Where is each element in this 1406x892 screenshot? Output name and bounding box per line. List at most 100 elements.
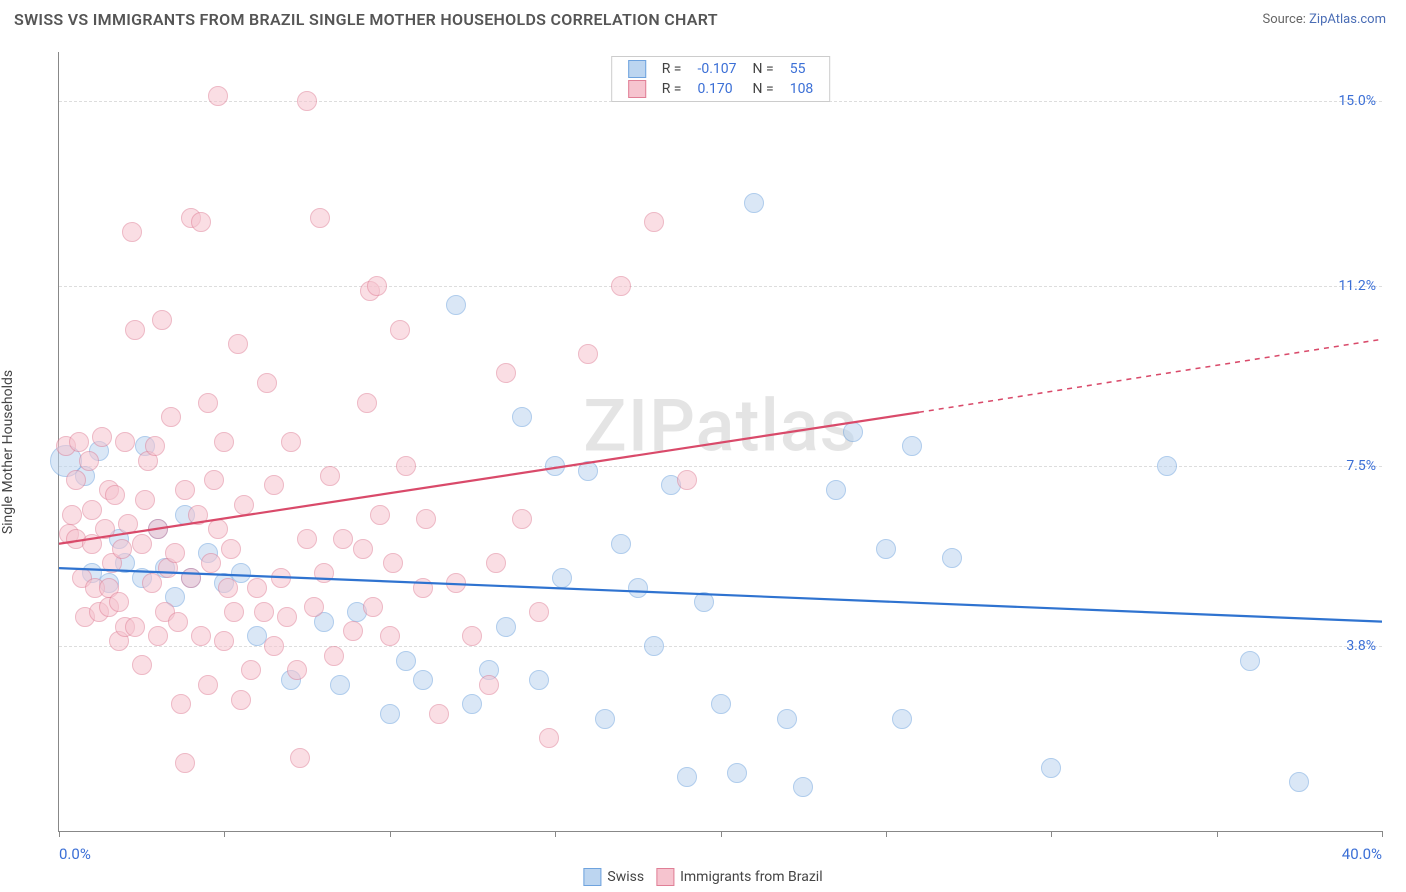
data-point: [218, 578, 238, 598]
data-point: [181, 568, 201, 588]
data-point: [727, 763, 747, 783]
data-point: [611, 534, 631, 554]
x-tick: [886, 831, 887, 837]
data-point: [204, 470, 224, 490]
x-axis-max-label: 40.0%: [1342, 845, 1382, 863]
data-point: [112, 539, 132, 559]
data-point: [92, 427, 112, 447]
x-tick: [1382, 831, 1383, 837]
x-tick: [1217, 831, 1218, 837]
data-point: [304, 597, 324, 617]
data-point: [271, 568, 291, 588]
data-point: [677, 767, 697, 787]
data-point: [132, 655, 152, 675]
data-point: [396, 651, 416, 671]
data-point: [462, 626, 482, 646]
data-point: [595, 709, 615, 729]
data-point: [175, 480, 195, 500]
data-point: [333, 529, 353, 549]
data-point: [383, 553, 403, 573]
data-point: [254, 602, 274, 622]
data-point: [135, 490, 155, 510]
legend-n-value: 108: [782, 79, 822, 99]
data-point: [125, 617, 145, 637]
gridline: [59, 286, 1382, 287]
data-point: [357, 393, 377, 413]
data-point: [281, 432, 301, 452]
legend-stats: R = -0.107 N = 55 R = 0.170 N = 108: [611, 56, 831, 102]
data-point: [152, 310, 172, 330]
data-point: [942, 548, 962, 568]
data-point: [105, 485, 125, 505]
data-point: [198, 675, 218, 695]
data-point: [264, 636, 284, 656]
data-point: [876, 539, 896, 559]
data-point: [125, 320, 145, 340]
data-point: [168, 612, 188, 632]
plot-area: ZIPatlas R = -0.107 N = 55 R = 0.170 N =…: [58, 52, 1382, 832]
legend-swatch: [628, 80, 646, 98]
data-point: [512, 509, 532, 529]
data-point: [826, 480, 846, 500]
data-point: [324, 646, 344, 666]
source-link[interactable]: ZipAtlas.com: [1309, 12, 1386, 27]
data-point: [416, 509, 436, 529]
data-point: [171, 694, 191, 714]
data-point: [777, 709, 797, 729]
data-point: [142, 573, 162, 593]
data-point: [744, 193, 764, 213]
data-point: [257, 373, 277, 393]
data-point: [122, 222, 142, 242]
data-point: [95, 519, 115, 539]
x-tick: [555, 831, 556, 837]
data-point: [175, 753, 195, 773]
x-tick: [59, 831, 60, 837]
data-point: [363, 597, 383, 617]
source-attribution: Source: ZipAtlas.com: [1262, 12, 1386, 27]
data-point: [380, 704, 400, 724]
data-point: [118, 514, 138, 534]
chart-title: SWISS VS IMMIGRANTS FROM BRAZIL SINGLE M…: [14, 10, 718, 29]
data-point: [413, 670, 433, 690]
data-point: [677, 470, 697, 490]
data-point: [843, 422, 863, 442]
y-tick-label: 7.5%: [1346, 458, 1376, 474]
data-point: [208, 86, 228, 106]
legend-n-label: N =: [745, 59, 782, 79]
data-point: [62, 505, 82, 525]
y-tick-label: 3.8%: [1346, 638, 1376, 654]
legend-series: Swiss Immigrants from Brazil: [583, 868, 822, 886]
data-point: [1041, 758, 1061, 778]
data-point: [148, 626, 168, 646]
data-point: [79, 451, 99, 471]
legend-r-label: R =: [654, 59, 690, 79]
legend-r-label: R =: [654, 79, 690, 99]
data-point: [370, 505, 390, 525]
data-point: [578, 344, 598, 364]
data-point: [290, 748, 310, 768]
data-point: [479, 675, 499, 695]
data-point: [462, 694, 482, 714]
data-point: [545, 456, 565, 476]
data-point: [644, 212, 664, 232]
data-point: [644, 636, 664, 656]
data-point: [241, 660, 261, 680]
data-point: [330, 675, 350, 695]
data-point: [201, 553, 221, 573]
data-point: [231, 690, 251, 710]
data-point: [264, 475, 284, 495]
data-point: [310, 208, 330, 228]
data-point: [353, 539, 373, 559]
data-point: [277, 607, 297, 627]
data-point: [132, 534, 152, 554]
data-point: [446, 295, 466, 315]
data-point: [496, 617, 516, 637]
legend-item: Swiss: [583, 868, 644, 886]
legend-swatch: [656, 868, 674, 886]
data-point: [343, 621, 363, 641]
data-point: [320, 466, 340, 486]
data-point: [578, 461, 598, 481]
data-point: [165, 543, 185, 563]
x-tick: [1051, 831, 1052, 837]
data-point: [396, 456, 416, 476]
